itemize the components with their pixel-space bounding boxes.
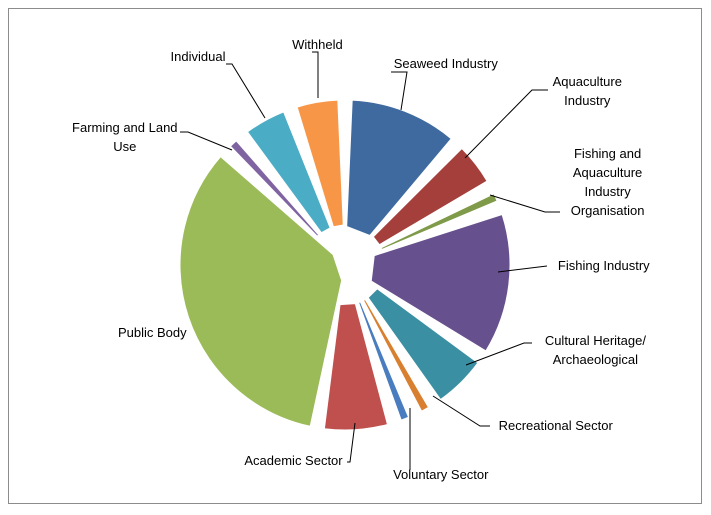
slice-label-9: Public Body <box>118 325 187 340</box>
pie-slice-4 <box>370 213 511 352</box>
slice-label-2: Aquaculture Industry <box>553 74 622 108</box>
slice-label-6: Recreational Sector <box>499 418 614 433</box>
pie-slice-8 <box>323 303 389 431</box>
pie-slice-1 <box>346 99 452 237</box>
leader-line-8 <box>347 422 356 463</box>
pie-slice-3 <box>380 193 498 251</box>
leader-line-2 <box>464 89 548 159</box>
pie-slice-5 <box>367 288 479 401</box>
slice-label-1: Seaweed Industry <box>394 56 499 71</box>
pie-slice-2 <box>372 147 488 246</box>
leader-line-10 <box>180 131 233 151</box>
slice-label-8: Academic Sector <box>244 453 343 468</box>
pie-slice-6 <box>362 298 430 412</box>
slice-label-4: Fishing Industry <box>558 258 650 273</box>
leader-line-12 <box>312 51 319 98</box>
slice-label-12: Withheld <box>292 37 343 52</box>
pie-slice-9 <box>179 155 343 427</box>
slice-label-3: Fishing and Aquaculture Industry Organisati… <box>571 146 645 218</box>
leader-line-3 <box>489 194 560 213</box>
leader-line-4 <box>497 265 548 273</box>
leader-line-1 <box>391 71 408 111</box>
leader-line-6 <box>432 395 490 427</box>
slice-label-11: Individual <box>171 49 226 64</box>
slice-label-10: Farming and Land Use <box>72 120 178 154</box>
slice-label-5: Cultural Heritage/Archaeological <box>545 333 647 367</box>
pie-slice-7 <box>357 301 410 421</box>
pie-slice-10 <box>229 140 320 237</box>
slice-label-7: Voluntary Sector <box>393 467 489 482</box>
pie-slice-11 <box>246 111 331 234</box>
leader-line-5 <box>465 342 532 366</box>
leader-line-11 <box>226 63 266 119</box>
pie-slice-12 <box>296 99 344 228</box>
